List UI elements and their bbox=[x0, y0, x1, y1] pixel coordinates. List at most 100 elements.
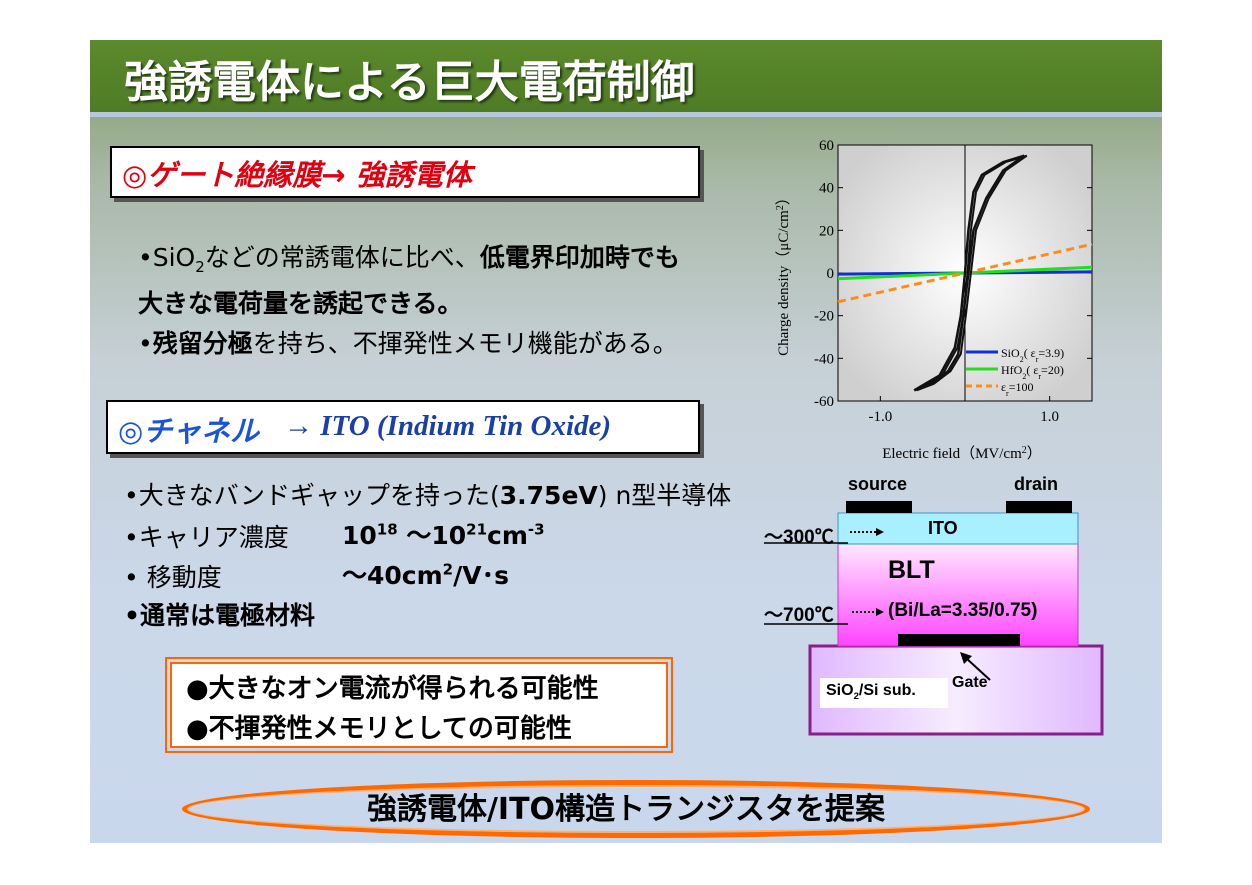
legend-entry-part: r bbox=[1036, 355, 1039, 364]
hysteresis-branch-inner bbox=[916, 154, 1028, 392]
gate-pointer bbox=[965, 657, 991, 681]
hysteresis-branch-inner bbox=[916, 154, 1028, 392]
page-title: 強誘電体による巨大電荷制御 bbox=[124, 57, 695, 108]
carrier-exp1: 18 bbox=[376, 520, 398, 539]
mobility-exp: 2 bbox=[442, 560, 454, 579]
x-axis-label: Electric field（MV/cm2） bbox=[882, 445, 1042, 463]
x-label-text: Electric field（MV/cm bbox=[882, 445, 1022, 462]
section2-bullet2: •キャリア濃度 bbox=[124, 518, 289, 554]
bandgap-suffix: ) n型半導体 bbox=[597, 481, 732, 510]
bandgap-value: 3.75eV bbox=[499, 481, 598, 510]
substrate-pre: SiO bbox=[826, 682, 854, 699]
x-ticks: -1.0 1.0 bbox=[868, 396, 1059, 425]
y-tick-label: 40 bbox=[819, 181, 834, 197]
y-ticks: 60 40 20 0 -20 -40 -60 bbox=[814, 140, 1092, 410]
temp-ito-label: ～300℃ bbox=[764, 527, 834, 548]
x-tick-label: 1.0 bbox=[1040, 409, 1059, 425]
legend-entry-part: =20) bbox=[1041, 363, 1064, 377]
hysteresis-loop bbox=[913, 154, 1028, 392]
substrate-post: /Si sub. bbox=[858, 682, 916, 699]
section1-bullet2: •残留分極を持ち、不揮発性メモリ機能がある。 bbox=[138, 324, 678, 360]
drain-label: drain bbox=[1014, 474, 1059, 494]
y-tick-label: 20 bbox=[819, 223, 834, 239]
legend-entry: SiO2( εr=3.9) bbox=[1001, 346, 1064, 364]
section2-heading-box: ◎チャネル → ITO (Indium Tin Oxide) bbox=[106, 400, 700, 454]
legend-entry-part: HfO bbox=[1001, 363, 1023, 377]
source-label: source bbox=[848, 474, 908, 494]
mobility-unit: /V･s bbox=[453, 561, 509, 590]
section2-heading-en: → ITO (Indium Tin Oxide) bbox=[284, 410, 612, 442]
temp-blt-label: ～700℃ bbox=[764, 605, 834, 626]
legend-entry-part: 2 bbox=[1022, 372, 1026, 381]
bullet1-middle: などの常誘電体に比べ、 bbox=[204, 243, 480, 272]
legend-entry-part: r bbox=[1038, 372, 1041, 381]
title-bar: 強誘電体による巨大電荷制御 bbox=[90, 40, 1162, 112]
section2-bullet4: •通常は電極材料 bbox=[124, 601, 315, 630]
y-label-text: Charge density（μC/cm bbox=[775, 210, 792, 356]
y-tick-label: -60 bbox=[814, 394, 834, 410]
note-2: ●不揮発性メモリとしての可能性 bbox=[186, 714, 572, 744]
y-axis-label: Charge density（μC/cm2） bbox=[775, 190, 793, 356]
device-structure-diagram bbox=[764, 501, 1104, 736]
legend-entry-part: SiO bbox=[1001, 346, 1020, 360]
carrier-base1: 10 bbox=[342, 521, 377, 550]
drain-electrode bbox=[1006, 501, 1072, 513]
carrier-label: •キャリア濃度 bbox=[124, 523, 289, 552]
mobility-base: ～40cm bbox=[342, 561, 443, 590]
conclusion-ellipse bbox=[182, 780, 1090, 838]
blt-label: BLT bbox=[888, 556, 935, 584]
legend-entry-part: ε bbox=[1001, 380, 1006, 394]
bullet1-subscript: 2 bbox=[195, 258, 205, 276]
conclusion-text: 強誘電体/ITO構造トランジスタを提案 bbox=[366, 792, 886, 827]
bullet2-emphasis: 残留分極 bbox=[152, 329, 253, 358]
temp-blt-arrowhead bbox=[876, 608, 884, 616]
carrier-exp2: 21 bbox=[466, 520, 488, 539]
section1-bullet1-line2: 大きな電荷量を誘起できる。 bbox=[138, 289, 463, 318]
title-divider bbox=[90, 112, 1162, 117]
gate-electrode bbox=[898, 634, 1020, 646]
slide: 強誘電体による巨大電荷制御 ◎ゲート絶縁膜→ 強誘電体 •SiO2などの常誘電体… bbox=[90, 40, 1162, 843]
legend-entry-part: ( ε bbox=[1026, 363, 1038, 377]
substrate-label: SiO2/Si sub. bbox=[826, 682, 916, 702]
mobility-value: ～40cm2/V･s bbox=[342, 556, 509, 592]
x-label-sup: 2 bbox=[1022, 445, 1027, 456]
bullet2-prefix: • bbox=[138, 329, 153, 358]
legend: SiO2( εr=3.9)HfO2( εr=20)εr=100 bbox=[966, 346, 1064, 398]
bandgap-prefix: •大きなバンドギャップを持った( bbox=[124, 481, 500, 510]
y-tick-label: -40 bbox=[814, 351, 834, 367]
legend-entry-part: =3.9) bbox=[1038, 346, 1064, 360]
x-tick-label: -1.0 bbox=[868, 409, 892, 425]
ito-label: ITO bbox=[928, 518, 958, 538]
ito-layer bbox=[837, 512, 1079, 545]
hysteresis-branch bbox=[913, 154, 1026, 392]
possibility-box: ●大きなオン電流が得られる可能性 ●不揮発性メモリとしての可能性 bbox=[165, 657, 673, 753]
mobility-label: • 移動度 bbox=[124, 563, 222, 592]
legend-entry-part: r bbox=[1006, 389, 1009, 398]
y-label-end: ） bbox=[775, 190, 792, 205]
section1-heading: ◎ゲート絶縁膜→ 強誘電体 bbox=[122, 158, 472, 192]
legend-entry-part: =100 bbox=[1009, 380, 1034, 394]
hysteresis-branch bbox=[913, 154, 1025, 392]
x-label-end: ） bbox=[1027, 445, 1042, 462]
note-1: ●大きなオン電流が得られる可能性 bbox=[186, 674, 599, 704]
section1-heading-box: ◎ゲート絶縁膜→ 強誘電体 bbox=[110, 146, 700, 198]
substrate-label-bg bbox=[820, 678, 948, 708]
y-tick-label: 0 bbox=[827, 266, 835, 282]
section2-bullet3: • 移動度 bbox=[124, 558, 222, 594]
source-electrode bbox=[846, 501, 912, 513]
bullet1-emphasis: 低電界印加時でも bbox=[479, 243, 680, 272]
carrier-exp3: -3 bbox=[527, 520, 545, 539]
legend-entry-part: 2 bbox=[1020, 355, 1024, 364]
section2-bullet1: •大きなバンドギャップを持った(3.75eV) n型半導体 bbox=[124, 476, 731, 512]
temp-ito-arrowhead bbox=[876, 528, 884, 536]
bullet2-rest: を持ち、不揮発性メモリ機能がある。 bbox=[252, 329, 678, 358]
section2-heading-jp: ◎チャネル bbox=[118, 414, 260, 448]
legend-entry-part: ( ε bbox=[1024, 346, 1036, 360]
section1-bullet1: •SiO2などの常誘電体に比べ、低電界印加時でも bbox=[138, 238, 680, 276]
legend-entry: HfO2( εr=20) bbox=[1001, 363, 1064, 381]
y-tick-label: -20 bbox=[814, 309, 834, 325]
carrier-value: 1018 ～1021cm-3 bbox=[342, 516, 545, 552]
gate-pointer-head bbox=[960, 652, 972, 664]
carrier-unit: cm bbox=[487, 521, 528, 550]
carrier-mid: ～10 bbox=[397, 521, 467, 550]
